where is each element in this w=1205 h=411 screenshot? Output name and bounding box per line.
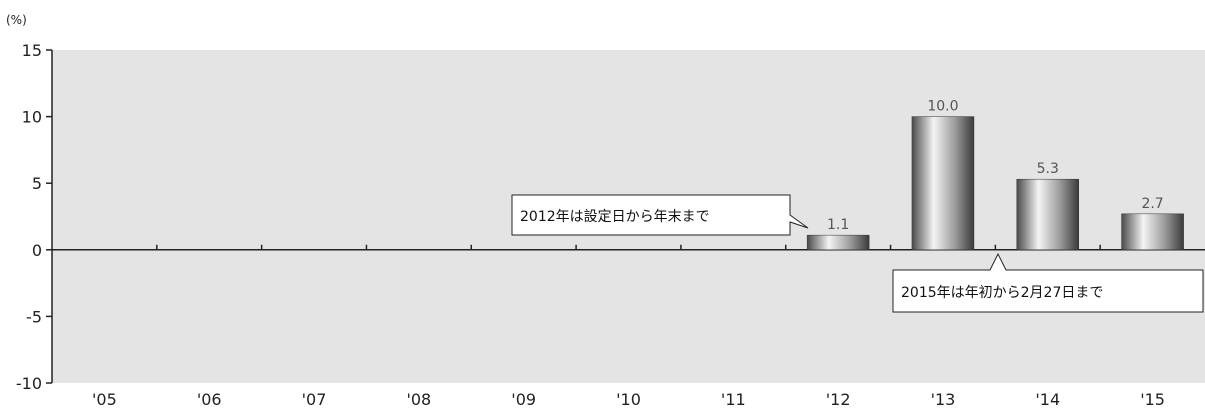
- x-tick-label: '13: [931, 390, 956, 409]
- bar: [911, 116, 975, 251]
- callout-2015-box: [892, 252, 1204, 313]
- y-tick-label: 15: [22, 41, 42, 60]
- callout-2012-text: 2012年は設定日から年末まで: [520, 209, 710, 225]
- bar-value-label: 1.1: [827, 217, 849, 233]
- x-tick-label: '05: [92, 390, 117, 409]
- x-tick-label: '14: [1035, 390, 1060, 409]
- x-tick-label: '11: [721, 390, 746, 409]
- bar-value-label: 2.7: [1141, 196, 1163, 212]
- value-labels: 1.1 10.0 5.3 2.7: [827, 99, 1164, 234]
- x-tick-label: '09: [511, 390, 536, 409]
- x-axis: '05 '06 '07 '08 '09 '10 '11 '12 '13 '14 '15: [52, 244, 1205, 409]
- x-tick-label: '10: [616, 390, 641, 409]
- bars: [806, 116, 1184, 251]
- y-axis: 15 10 5 0 -5 -10: [16, 41, 53, 393]
- y-tick-label: -10: [16, 374, 42, 393]
- bar-value-label: 5.3: [1037, 161, 1059, 177]
- callout-2012-box: [511, 194, 809, 236]
- bar: [806, 234, 870, 251]
- y-axis-unit: (%): [6, 13, 27, 27]
- bar: [1016, 178, 1080, 251]
- callout-2012: 2012年は設定日から年末まで: [511, 194, 809, 236]
- bar: [1121, 213, 1184, 251]
- x-tick-label: '12: [826, 390, 851, 409]
- x-tick-label: '07: [302, 390, 327, 409]
- x-tick-label: '15: [1140, 390, 1165, 409]
- x-tick-label: '08: [406, 390, 431, 409]
- callout-2015-text: 2015年は年初から2月27日まで: [901, 284, 1103, 301]
- y-tick-label: 10: [22, 108, 42, 127]
- bar-value-label: 10.0: [927, 99, 958, 115]
- callout-2015: 2015年は年初から2月27日まで: [892, 252, 1204, 313]
- y-tick-label: 5: [32, 174, 42, 193]
- y-tick-label: -5: [26, 307, 42, 326]
- y-tick-label: 0: [32, 241, 42, 260]
- x-tick-label: '06: [197, 390, 222, 409]
